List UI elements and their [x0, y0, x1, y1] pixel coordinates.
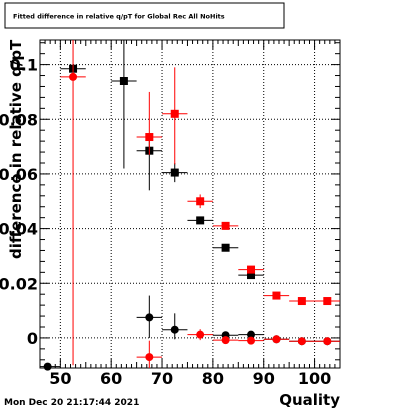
data-point-circle	[145, 353, 154, 362]
data-point-square	[119, 77, 128, 85]
y-tick-labels: 0 0.02 0.04 0.06 0.08 0.1	[0, 56, 38, 348]
data-point-square	[221, 221, 230, 230]
data-point-square	[323, 297, 332, 306]
data-point-square	[247, 271, 256, 280]
data-point-circle	[247, 330, 256, 339]
timestamp: Mon Dec 20 21:17:44 2021	[4, 398, 139, 408]
chart-title: Fitted difference in relative q/pT for G…	[13, 13, 225, 21]
y-tick-label: 0	[27, 329, 38, 348]
data-point-square	[170, 109, 179, 118]
data-point-square	[170, 168, 179, 177]
data-point-square	[196, 197, 205, 206]
plot-frame	[39, 39, 341, 369]
data-point-square	[221, 243, 230, 252]
x-axis-title: Quality	[279, 391, 340, 409]
data-point-square	[247, 265, 256, 274]
x-tick-label: 90	[253, 369, 275, 388]
y-axis-title: difference in relative q/pT	[7, 39, 25, 259]
data-point-circle	[297, 337, 306, 346]
data-point-circle	[43, 362, 52, 371]
data-point-circle	[323, 337, 332, 346]
data-point-circle	[221, 336, 230, 345]
data-point-square	[272, 291, 281, 300]
data-point-circle	[247, 336, 256, 345]
data-point-circle	[196, 330, 205, 339]
data-point-square	[297, 297, 306, 306]
series-1	[136, 67, 340, 306]
series-3	[60, 40, 340, 368]
y-tick-label: 0.04	[0, 220, 38, 239]
data-point-circle	[69, 72, 78, 81]
grid	[40, 40, 340, 368]
x-tick-label: 60	[100, 369, 122, 388]
data-point-circle	[145, 313, 154, 322]
y-tick-label: 0.06	[0, 165, 38, 184]
x-tick-label: 70	[151, 369, 173, 388]
data-point-square	[145, 133, 154, 142]
x-tick-label: 100	[298, 369, 331, 388]
x-tick-labels: 50 60 70 80 90 100	[49, 369, 331, 388]
data-point-circle	[170, 325, 179, 334]
series-2	[40, 295, 340, 371]
x-tick-label: 50	[49, 369, 71, 388]
y-tick-label: 0.08	[0, 110, 38, 129]
y-tick-label: 0.02	[0, 274, 38, 293]
y-tick-label: 0.1	[10, 56, 38, 75]
data-points	[40, 40, 340, 371]
x-tick-label: 80	[202, 369, 224, 388]
title-box	[4, 2, 285, 29]
data-point-circle	[272, 335, 281, 344]
data-point-square	[196, 216, 205, 225]
